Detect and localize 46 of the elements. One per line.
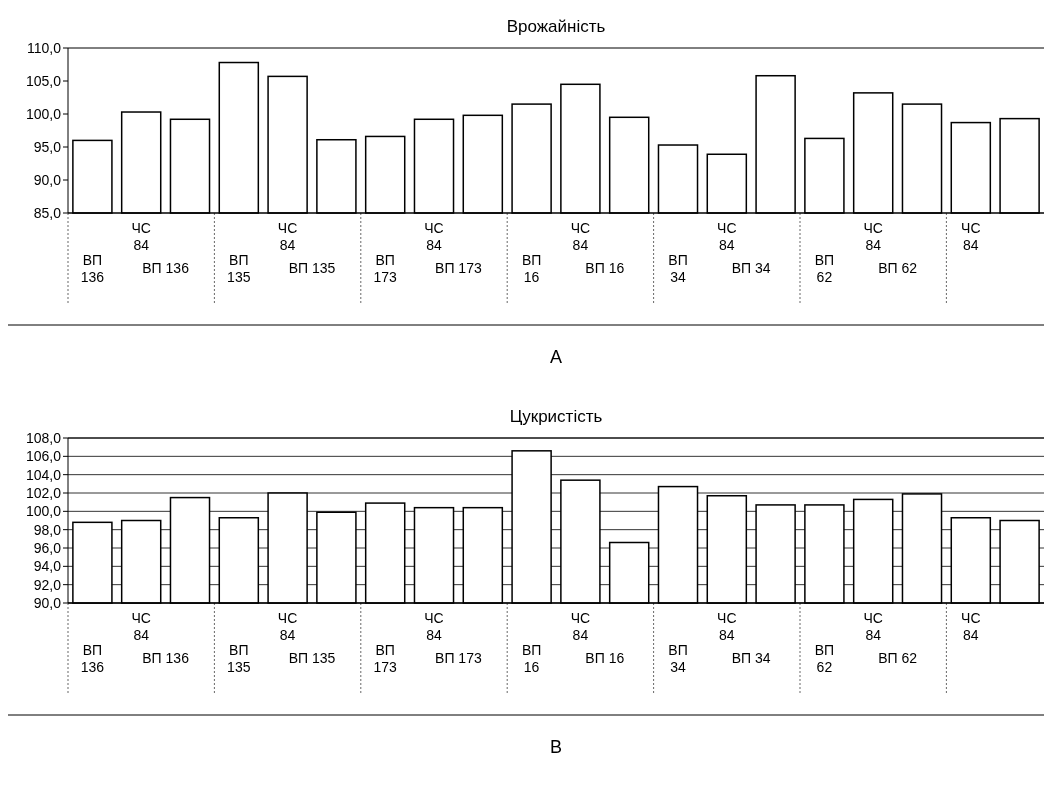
x-tick-label: ВП 173 xyxy=(373,252,398,285)
x-tick-label: ЧС 84 xyxy=(424,220,444,253)
x-tick-label: ВП 62 xyxy=(814,642,835,675)
x-tick-label: ЧС 84 xyxy=(961,220,981,253)
y-tick-label: 100,0 xyxy=(25,503,62,520)
x-tick-label: ВП 34 xyxy=(668,642,688,675)
y-tick-label: 92,0 xyxy=(33,576,62,593)
x-tick-label: ВП 136 xyxy=(80,252,105,285)
x-tick-label: ЧС 84 xyxy=(570,610,591,643)
x-tick-label: ЧС 84 xyxy=(570,220,591,253)
y-tick-label: 94,0 xyxy=(33,558,62,575)
x-tick-label: ВП 173 xyxy=(373,642,398,675)
x-tick-label: ЧС 84 xyxy=(424,610,444,643)
x-tick-label: ЧС 84 xyxy=(277,220,298,253)
text: В xyxy=(549,737,563,757)
x-tick-label: ВП 34 xyxy=(668,252,688,285)
y-tick-label: 104,0 xyxy=(25,466,62,483)
x-tick-label: ВП 16 xyxy=(521,252,542,285)
x-tick-label: ЧС 84 xyxy=(131,610,151,643)
y-tick-label: 100,0 xyxy=(25,105,62,122)
x-tick-label: ЧС 84 xyxy=(131,220,151,253)
text: А xyxy=(549,347,563,367)
x-tick-label: ЧС 84 xyxy=(717,220,737,253)
y-tick-label: 96,0 xyxy=(33,539,62,556)
y-tick-label: 90,0 xyxy=(33,594,62,611)
x-tick-label: ВП 62 xyxy=(814,252,835,285)
y-tick-label: 106,0 xyxy=(25,448,62,465)
x-tick-label: ВП 136 xyxy=(80,642,105,675)
y-tick-label: 98,0 xyxy=(33,521,62,538)
y-tick-label: 108,0 xyxy=(25,429,62,446)
y-tick-label: 110,0 xyxy=(27,39,62,56)
x-tick-label: ЧС 84 xyxy=(863,610,883,643)
x-tick-label: ЧС 84 xyxy=(961,610,981,643)
y-tick-label: 85,0 xyxy=(33,204,62,221)
x-tick-label: ВП 16 xyxy=(521,642,542,675)
y-tick-label: 105,0 xyxy=(25,72,62,89)
chart-title: Врожайність xyxy=(506,17,606,36)
x-tick-label: ЧС 84 xyxy=(717,610,737,643)
x-tick-label: ВП 135 xyxy=(227,252,251,285)
x-tick-label: ЧС 84 xyxy=(277,610,298,643)
chart-title: Цукристість xyxy=(509,407,603,426)
y-tick-label: 95,0 xyxy=(33,138,62,155)
y-tick-label: 90,0 xyxy=(33,171,62,188)
x-tick-label: ЧС 84 xyxy=(863,220,883,253)
y-tick-label: 102,0 xyxy=(25,484,62,501)
x-tick-label: ВП 135 xyxy=(227,642,251,675)
